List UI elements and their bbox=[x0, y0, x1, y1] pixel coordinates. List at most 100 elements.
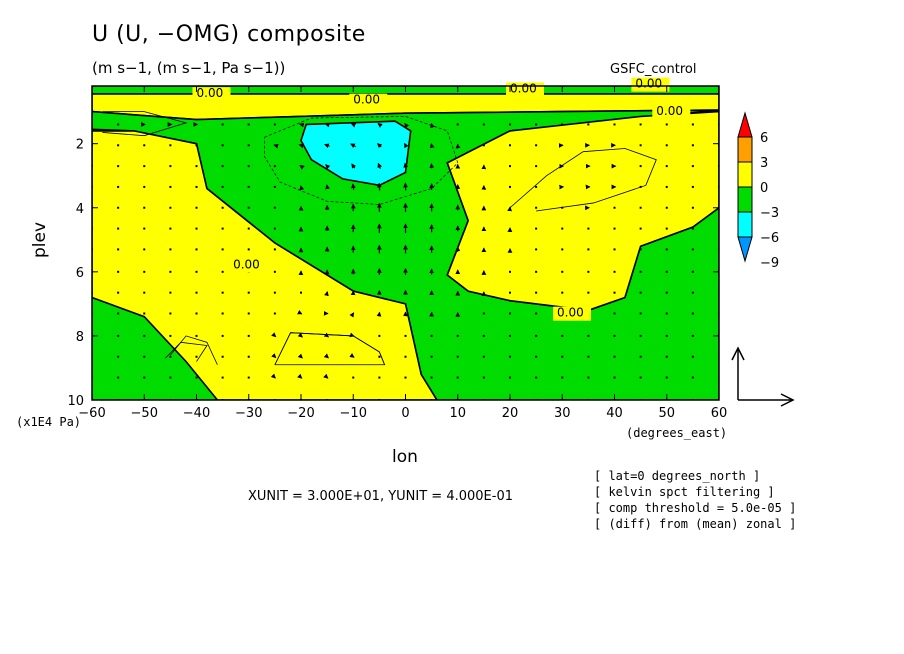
contour-label: 0.00 bbox=[353, 93, 380, 107]
vector-point bbox=[169, 376, 172, 379]
vector-arrow bbox=[404, 142, 409, 149]
vector-point bbox=[378, 355, 381, 358]
vector-point bbox=[535, 334, 538, 337]
vector-arrow bbox=[298, 143, 304, 149]
vector-point bbox=[639, 248, 642, 251]
vector-point bbox=[535, 165, 538, 168]
vector-point bbox=[665, 291, 668, 294]
vector-point bbox=[247, 376, 250, 379]
vector-point bbox=[300, 291, 302, 294]
vector-point bbox=[482, 376, 485, 379]
vector-point bbox=[117, 355, 120, 358]
vector-point bbox=[587, 248, 590, 251]
vector-point bbox=[691, 270, 694, 273]
vector-arrow bbox=[351, 183, 356, 190]
vector-arrow bbox=[377, 162, 383, 169]
vector-point bbox=[561, 376, 564, 379]
vector-point bbox=[665, 376, 668, 379]
vector-point bbox=[561, 270, 564, 273]
vector-arrow bbox=[323, 332, 330, 338]
x-tick-label: −10 bbox=[340, 406, 367, 421]
contour-label: 0.00 bbox=[557, 306, 584, 320]
vector-arrow bbox=[270, 373, 276, 379]
vector-point bbox=[143, 291, 146, 294]
x-tick-label: −50 bbox=[131, 406, 158, 421]
vector-point bbox=[587, 270, 590, 273]
vector-point bbox=[221, 144, 224, 147]
vector-point bbox=[117, 376, 120, 379]
vector-point bbox=[221, 270, 224, 273]
vector-point bbox=[247, 227, 250, 230]
vector-point bbox=[169, 270, 172, 273]
vector-point bbox=[665, 227, 668, 230]
vector-point bbox=[273, 270, 276, 273]
contour-label: 0.00 bbox=[656, 104, 683, 118]
vector-point bbox=[613, 248, 616, 251]
vector-point bbox=[535, 248, 538, 251]
vector-point bbox=[378, 334, 381, 337]
vector-point bbox=[482, 144, 485, 147]
x-tick-label: −60 bbox=[78, 406, 105, 421]
vector-point bbox=[117, 291, 120, 294]
vector-point bbox=[509, 355, 511, 358]
vector-point bbox=[509, 312, 511, 315]
colorbar-label: −6 bbox=[760, 231, 779, 246]
vector-point bbox=[404, 355, 407, 358]
vector-point bbox=[587, 123, 590, 126]
vector-point bbox=[247, 144, 250, 147]
vector-point bbox=[456, 376, 459, 379]
vector-point bbox=[561, 206, 564, 209]
vector-point bbox=[691, 312, 694, 315]
vector-point bbox=[169, 291, 172, 294]
vector-arrow bbox=[429, 143, 435, 149]
contour-line-1 bbox=[509, 148, 657, 212]
vector-point bbox=[221, 248, 224, 251]
x-tick-label: −30 bbox=[235, 406, 262, 421]
vector-point bbox=[456, 355, 459, 358]
vector-arrow bbox=[325, 164, 331, 170]
contour-label-bg bbox=[553, 306, 592, 321]
vector-arrow bbox=[297, 309, 303, 315]
vector-point bbox=[509, 144, 511, 147]
vector-point bbox=[639, 270, 642, 273]
vector-point bbox=[247, 185, 250, 188]
vector-arrow bbox=[297, 332, 303, 338]
colorbar-arrow-bottom bbox=[737, 236, 753, 263]
vector-point bbox=[169, 165, 172, 168]
vector-point bbox=[143, 165, 146, 168]
vector-point bbox=[273, 185, 276, 188]
vector-point bbox=[247, 123, 250, 126]
vector-point bbox=[561, 123, 564, 126]
vector-arrow bbox=[351, 163, 357, 169]
contour-label: 0.00 bbox=[510, 81, 537, 95]
vector-point bbox=[221, 355, 224, 358]
vector-point bbox=[482, 123, 485, 126]
vector-point bbox=[247, 355, 250, 358]
x-tick-label: 40 bbox=[606, 406, 623, 421]
contour-label-bg bbox=[229, 258, 268, 273]
vector-point bbox=[117, 334, 120, 337]
vector-point bbox=[143, 376, 146, 379]
vector-point bbox=[117, 248, 120, 251]
reference-vector bbox=[731, 346, 795, 407]
vector-arrow bbox=[377, 123, 383, 128]
colorbar-segment bbox=[737, 136, 753, 163]
note-difference: [ (diff) from (mean) zonal ] bbox=[594, 517, 797, 531]
y-tick-label: 2 bbox=[76, 138, 84, 153]
vector-point bbox=[247, 248, 250, 251]
x-tick-label: 10 bbox=[449, 406, 466, 421]
vector-point bbox=[691, 248, 694, 251]
vector-point bbox=[482, 312, 485, 315]
vector-point bbox=[117, 144, 120, 147]
vector-point bbox=[117, 185, 120, 188]
colorbar-label: 3 bbox=[760, 156, 768, 171]
x-tick-label: −20 bbox=[287, 406, 314, 421]
vector-point bbox=[665, 312, 668, 315]
vector-point bbox=[195, 165, 198, 168]
contour-line-2 bbox=[164, 341, 208, 362]
vector-point bbox=[509, 123, 511, 126]
note-filtering: [ kelvin spct filtering ] bbox=[594, 485, 775, 499]
vector-point bbox=[639, 376, 642, 379]
vector-point bbox=[587, 355, 590, 358]
vector-point bbox=[613, 270, 616, 273]
